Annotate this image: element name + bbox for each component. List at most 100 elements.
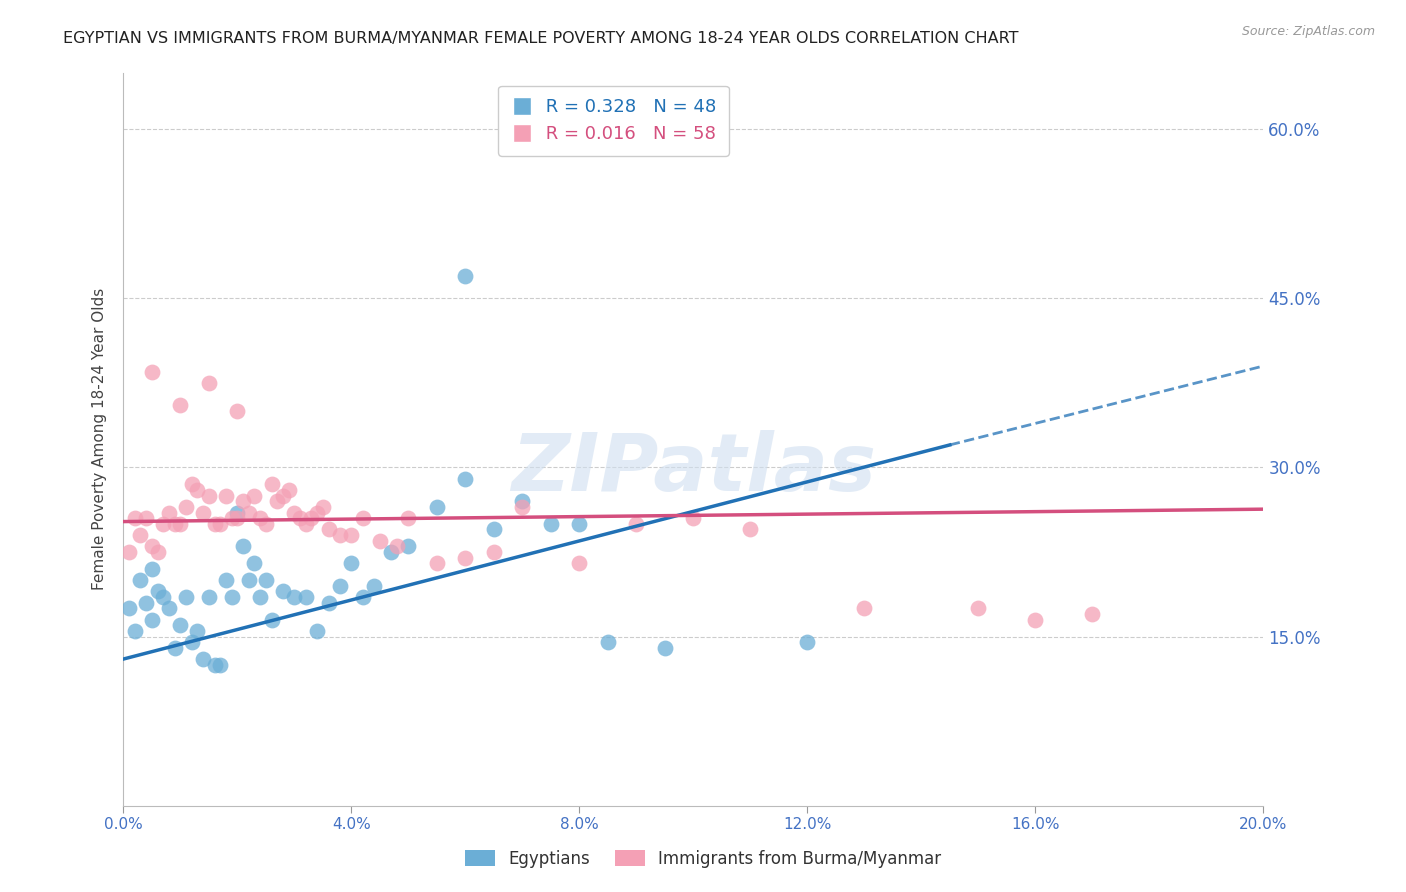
Point — [260, 613, 283, 627]
Point — [380, 545, 402, 559]
Legend: Egyptians, Immigrants from Burma/Myanmar: Egyptians, Immigrants from Burma/Myanmar — [458, 844, 948, 875]
Point — [385, 540, 408, 554]
Point — [254, 516, 277, 531]
Point — [796, 635, 818, 649]
Point — [307, 506, 329, 520]
Point — [510, 494, 533, 508]
Y-axis label: Female Poverty Among 18-24 Year Olds: Female Poverty Among 18-24 Year Olds — [93, 288, 107, 591]
Point — [226, 404, 249, 418]
Point — [318, 596, 340, 610]
Point — [135, 511, 157, 525]
Point — [329, 579, 352, 593]
Point — [174, 500, 197, 514]
Point — [340, 528, 363, 542]
Point — [226, 506, 249, 520]
Point — [180, 477, 202, 491]
Point — [221, 590, 243, 604]
Point — [294, 516, 316, 531]
Point — [254, 573, 277, 587]
Point — [169, 618, 191, 632]
Point — [129, 573, 152, 587]
Point — [238, 573, 260, 587]
Point — [283, 506, 305, 520]
Point — [157, 601, 180, 615]
Point — [426, 500, 449, 514]
Point — [568, 516, 591, 531]
Point — [318, 523, 340, 537]
Point — [163, 640, 186, 655]
Point — [510, 500, 533, 514]
Point — [141, 562, 163, 576]
Point — [157, 506, 180, 520]
Point — [277, 483, 299, 497]
Point — [363, 579, 385, 593]
Point — [271, 584, 294, 599]
Point — [186, 624, 208, 638]
Point — [221, 511, 243, 525]
Point — [307, 624, 329, 638]
Point — [967, 601, 990, 615]
Point — [396, 540, 419, 554]
Point — [141, 540, 163, 554]
Point — [352, 590, 374, 604]
Point — [396, 511, 419, 525]
Point — [209, 657, 232, 672]
Point — [454, 268, 477, 283]
Point — [215, 489, 238, 503]
Point — [169, 399, 191, 413]
Point — [368, 533, 391, 548]
Point — [191, 506, 214, 520]
Point — [682, 511, 704, 525]
Point — [135, 596, 157, 610]
Point — [226, 511, 249, 525]
Point — [596, 635, 619, 649]
Point — [141, 613, 163, 627]
Point — [482, 545, 505, 559]
Point — [243, 556, 266, 570]
Point — [204, 657, 226, 672]
Point — [186, 483, 208, 497]
Point — [312, 500, 335, 514]
Point — [1024, 613, 1046, 627]
Point — [482, 523, 505, 537]
Legend:  R = 0.328   N = 48,  R = 0.016   N = 58: R = 0.328 N = 48, R = 0.016 N = 58 — [498, 86, 728, 156]
Point — [1081, 607, 1104, 621]
Point — [853, 601, 876, 615]
Point — [215, 573, 238, 587]
Point — [198, 489, 221, 503]
Point — [129, 528, 152, 542]
Point — [152, 590, 174, 604]
Text: ZIPatlas: ZIPatlas — [510, 430, 876, 508]
Point — [198, 590, 221, 604]
Point — [169, 516, 191, 531]
Point — [454, 550, 477, 565]
Point — [198, 376, 221, 390]
Point — [146, 545, 169, 559]
Point — [454, 472, 477, 486]
Point — [124, 624, 146, 638]
Point — [568, 556, 591, 570]
Point — [180, 635, 202, 649]
Text: EGYPTIAN VS IMMIGRANTS FROM BURMA/MYANMAR FEMALE POVERTY AMONG 18-24 YEAR OLDS C: EGYPTIAN VS IMMIGRANTS FROM BURMA/MYANMA… — [63, 31, 1019, 46]
Point — [288, 511, 311, 525]
Point — [163, 516, 186, 531]
Text: Source: ZipAtlas.com: Source: ZipAtlas.com — [1241, 25, 1375, 38]
Point — [260, 477, 283, 491]
Point — [243, 489, 266, 503]
Point — [352, 511, 374, 525]
Point — [152, 516, 174, 531]
Point — [141, 365, 163, 379]
Point — [266, 494, 288, 508]
Point — [118, 545, 141, 559]
Point — [118, 601, 141, 615]
Point — [540, 516, 562, 531]
Point — [299, 511, 322, 525]
Point — [654, 640, 676, 655]
Point — [340, 556, 363, 570]
Point — [146, 584, 169, 599]
Point — [124, 511, 146, 525]
Point — [204, 516, 226, 531]
Point — [294, 590, 316, 604]
Point — [232, 494, 254, 508]
Point — [249, 590, 271, 604]
